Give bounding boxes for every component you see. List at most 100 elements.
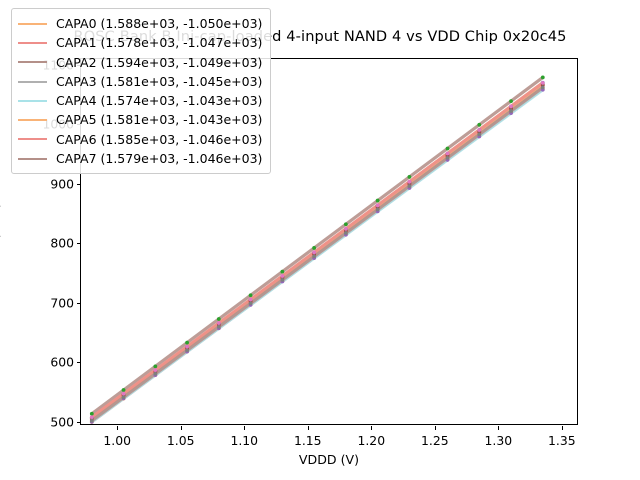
legend-item-label: CAPA7 (1.579e+03, -1.046e+03) bbox=[56, 151, 263, 167]
chart-legend: CAPA0 (1.588e+03, -1.050e+03) CAPA1 (1.57… bbox=[11, 8, 272, 175]
x-axis-tick bbox=[498, 426, 500, 430]
data-point bbox=[248, 297, 253, 302]
legend-item: CAPA6 (1.585e+03, -1.046e+03) bbox=[18, 130, 262, 149]
x-axis-tick bbox=[371, 426, 373, 430]
data-point bbox=[375, 203, 380, 208]
data-point bbox=[407, 179, 412, 184]
data-point bbox=[280, 269, 285, 274]
legend-item-label: CAPA5 (1.581e+03, -1.043e+03) bbox=[56, 112, 263, 128]
y-axis-tick bbox=[77, 362, 81, 364]
data-point bbox=[312, 254, 317, 259]
legend-item: CAPA4 (1.574e+03, -1.043e+03) bbox=[18, 91, 262, 110]
data-point bbox=[445, 155, 450, 160]
data-point bbox=[407, 184, 412, 188]
legend-item: CAPA3 (1.581e+03, -1.045e+03) bbox=[18, 72, 262, 91]
data-point bbox=[343, 226, 348, 231]
data-point bbox=[216, 321, 221, 325]
data-point bbox=[185, 340, 189, 345]
x-axis-tick-label: 1.20 bbox=[357, 433, 386, 448]
data-point bbox=[445, 146, 450, 151]
data-point bbox=[89, 411, 94, 416]
legend-line-icon bbox=[18, 119, 47, 122]
y-axis-tick-label: 800 bbox=[50, 235, 74, 251]
fit-line bbox=[90, 86, 544, 422]
legend-item: CAPA0 (1.588e+03, -1.050e+03) bbox=[18, 14, 262, 33]
x-axis-tick-label: 1.05 bbox=[166, 433, 195, 448]
legend-item-label: CAPA1 (1.578e+03, -1.047e+03) bbox=[56, 35, 263, 51]
data-point bbox=[121, 391, 126, 396]
legend-item-label: CAPA2 (1.594e+03, -1.049e+03) bbox=[56, 54, 263, 70]
x-axis-tick-label: 1.25 bbox=[421, 433, 449, 448]
legend-item-label: CAPA0 (1.588e+03, -1.050e+03) bbox=[56, 16, 263, 31]
plot-area bbox=[81, 59, 577, 424]
legend-item: CAPA7 (1.579e+03, -1.046e+03) bbox=[18, 149, 262, 168]
data-point bbox=[185, 348, 189, 353]
data-point bbox=[540, 80, 545, 85]
x-axis-tick bbox=[561, 426, 563, 430]
data-point bbox=[89, 415, 94, 420]
data-point bbox=[216, 324, 221, 329]
plot-axes: 1.00 1.05 1.10 1.15 1.20 1.25 1.30 1.35 500 600 70… bbox=[42, 57, 578, 448]
x-axis-label: VDDD (V) bbox=[298, 452, 360, 467]
data-point bbox=[121, 388, 126, 392]
x-axis-tick bbox=[117, 426, 119, 430]
data-point bbox=[445, 151, 450, 156]
y-axis-tick-label: 700 bbox=[50, 295, 74, 311]
data-point bbox=[185, 344, 189, 349]
legend-line-icon bbox=[18, 138, 47, 141]
data-point bbox=[375, 207, 380, 212]
data-point bbox=[312, 246, 317, 250]
legend-item-label: CAPA6 (1.585e+03, -1.046e+03) bbox=[56, 131, 263, 147]
legend-item: CAPA2 (1.594e+03, -1.049e+03) bbox=[18, 53, 262, 72]
data-point bbox=[248, 293, 253, 298]
legend-item-label: CAPA4 (1.574e+03, -1.043e+03) bbox=[56, 93, 263, 109]
data-lines-svg bbox=[89, 75, 545, 424]
data-point bbox=[312, 250, 317, 255]
x-axis-tick-label: 1.30 bbox=[484, 433, 513, 448]
data-point bbox=[121, 395, 126, 400]
y-axis-tick-label: 900 bbox=[50, 176, 74, 192]
y-axis-tick-label: 500 bbox=[50, 414, 74, 430]
data-point bbox=[280, 278, 285, 282]
data-point bbox=[280, 274, 285, 278]
x-axis-tick-label: 1.35 bbox=[548, 433, 576, 448]
legend-item: CAPA5 (1.581e+03, -1.043e+03) bbox=[18, 110, 262, 129]
y-axis-tick bbox=[77, 302, 81, 304]
fit-line bbox=[90, 76, 544, 416]
y-axis-label: ROSC (MHz) bbox=[0, 203, 2, 279]
data-point bbox=[509, 104, 513, 109]
x-axis-tick bbox=[434, 426, 436, 430]
data-point bbox=[509, 99, 513, 104]
x-axis-tick bbox=[180, 426, 182, 430]
data-point bbox=[407, 175, 412, 179]
data-point bbox=[540, 75, 545, 80]
data-point bbox=[477, 122, 482, 127]
x-axis-tick-label: 1.00 bbox=[103, 433, 131, 448]
data-point bbox=[540, 85, 545, 90]
data-point bbox=[89, 418, 94, 423]
legend-item-label: CAPA3 (1.581e+03, -1.045e+03) bbox=[56, 73, 263, 89]
data-point bbox=[509, 109, 513, 113]
y-axis-tick bbox=[77, 421, 81, 423]
data-point bbox=[477, 132, 482, 137]
y-axis-tick-label: 600 bbox=[50, 354, 74, 370]
data-point bbox=[153, 371, 158, 376]
data-point bbox=[343, 231, 348, 235]
legend-line-icon bbox=[18, 99, 47, 102]
data-point bbox=[343, 222, 348, 227]
x-axis-tick bbox=[244, 426, 246, 430]
legend-line-icon bbox=[18, 41, 47, 44]
x-axis-tick-label: 1.10 bbox=[230, 433, 259, 448]
data-point bbox=[153, 364, 158, 369]
x-axis-tick bbox=[307, 426, 309, 430]
data-point bbox=[153, 368, 158, 373]
y-axis-tick bbox=[77, 243, 81, 245]
data-point bbox=[375, 198, 380, 203]
fit-line bbox=[90, 81, 544, 419]
legend-item: CAPA1 (1.578e+03, -1.047e+03) bbox=[18, 33, 262, 52]
legend-line-icon bbox=[18, 22, 47, 25]
legend-line-icon bbox=[18, 80, 47, 83]
data-point bbox=[248, 301, 253, 306]
data-point bbox=[477, 128, 482, 132]
